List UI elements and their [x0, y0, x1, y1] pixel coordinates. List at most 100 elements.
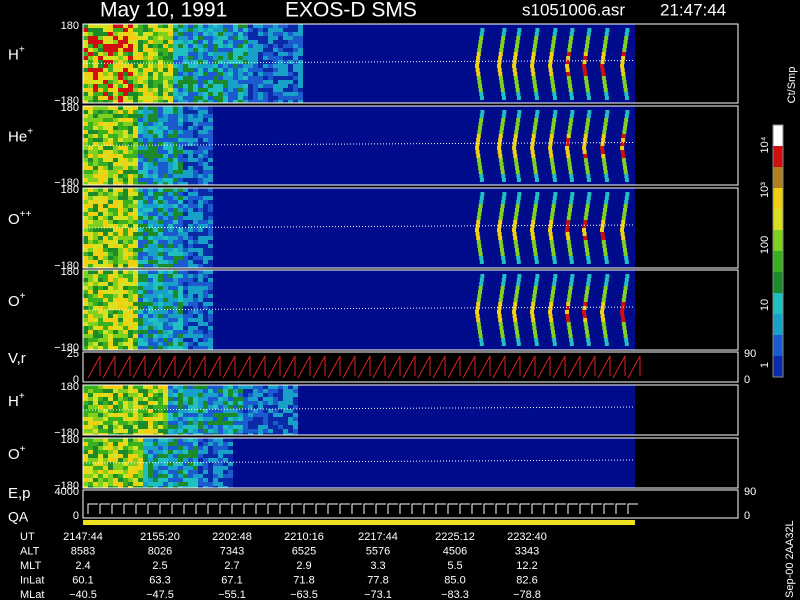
- spectrum-cell: [193, 220, 198, 224]
- spectrum-cell: [158, 322, 163, 326]
- spectrum-cell: [93, 200, 98, 204]
- spectrum-cell: [88, 130, 93, 134]
- spectrum-cell: [163, 200, 168, 204]
- spectrum-cell: [133, 474, 138, 478]
- spectrum-cell: [163, 482, 168, 486]
- spectrum-cell: [108, 138, 113, 142]
- spectrum-cell: [549, 318, 554, 322]
- spectrum-cell: [93, 106, 98, 110]
- spectrum-cell: [138, 413, 143, 417]
- spectrum-cell: [178, 32, 183, 36]
- spectrum-cell: [621, 158, 626, 162]
- spectrum-cell: [153, 298, 158, 302]
- spectrum-cell: [118, 212, 123, 216]
- spectrum-cell: [534, 338, 539, 342]
- spectrum-cell: [198, 310, 203, 314]
- spectrum-cell: [183, 314, 188, 318]
- spectrum-cell: [93, 40, 98, 44]
- spectrum-cell: [123, 425, 128, 429]
- spectrum-cell: [208, 60, 213, 64]
- spectrum-cell: [512, 150, 517, 154]
- spectrum-cell: [138, 192, 143, 196]
- spectrum-cell: [88, 438, 93, 442]
- spectrum-cell: [118, 56, 123, 60]
- spectrum-cell: [148, 385, 153, 389]
- spectrum-cell: [288, 64, 293, 68]
- spectrum-cell: [198, 482, 203, 486]
- spectrum-cell: [128, 397, 133, 401]
- spectrum-cell: [93, 385, 98, 389]
- spectrum-cell: [98, 342, 103, 346]
- spectrum-cell: [223, 478, 228, 482]
- spectrum-cell: [208, 470, 213, 474]
- spectrum-cell: [288, 409, 293, 413]
- spectrum-cell: [193, 417, 198, 421]
- spectrum-cell: [476, 236, 481, 240]
- spectrum-cell: [208, 48, 213, 52]
- spectrum-cell: [153, 60, 158, 64]
- spectrum-cell: [183, 192, 188, 196]
- spectrum-cell: [158, 114, 163, 118]
- spectrum-cell: [298, 24, 303, 28]
- spectrum-cell: [103, 212, 108, 216]
- spectrum-cell: [148, 438, 153, 442]
- spectrum-cell: [158, 454, 163, 458]
- spectrum-cell: [103, 326, 108, 330]
- spectrum-cell: [203, 417, 208, 421]
- spectrum-cell: [587, 110, 592, 114]
- spectrum-cell: [548, 224, 553, 228]
- spectrum-cell: [551, 208, 555, 212]
- spectrum-cell: [188, 425, 193, 429]
- spectrum-cell: [516, 338, 521, 342]
- spectrum-cell: [143, 178, 148, 182]
- spectrum-cell: [108, 346, 113, 350]
- spectrum-cell: [298, 64, 303, 68]
- spectrum-cell: [208, 314, 213, 318]
- spectrum-cell: [98, 224, 103, 228]
- label: O: [8, 293, 20, 310]
- spectrum-cell: [582, 60, 587, 64]
- spectrum-cell: [118, 433, 123, 435]
- spectrum-cell: [88, 204, 93, 208]
- spectrum-cell: [193, 212, 198, 216]
- spectrum-cell: [108, 274, 113, 278]
- spectrum-cell: [243, 60, 248, 64]
- spectrum-cell: [88, 482, 93, 486]
- spectrum-cell: [128, 442, 133, 446]
- spectrum-cell: [253, 60, 258, 64]
- spectrum-cell: [620, 60, 625, 64]
- spectrum-cell: [188, 433, 193, 435]
- spectrum-cell: [148, 208, 153, 212]
- spectrum-cell: [565, 314, 570, 318]
- spectrum-cell: [188, 482, 193, 486]
- spectrum-cell: [173, 260, 178, 264]
- spectrum-cell: [604, 174, 609, 178]
- spectrum-cell: [228, 393, 233, 397]
- spectrum-cell: [203, 208, 208, 212]
- spectrum-cell: [148, 442, 153, 446]
- spectrum-cell: [208, 290, 213, 294]
- spectrum-cell: [605, 110, 610, 114]
- spectrum-cell: [178, 393, 183, 397]
- spectrum-cell: [138, 88, 143, 92]
- spectrum-cell: [163, 322, 168, 326]
- spectrum-cell: [163, 270, 168, 274]
- spectrum-cell: [183, 236, 188, 240]
- spectrum-cell: [103, 216, 108, 220]
- spectrum-cell: [584, 162, 589, 166]
- spectrum-cell: [158, 470, 163, 474]
- spectrum-cell: [278, 393, 283, 397]
- spectrum-cell: [583, 240, 588, 244]
- spectrum-cell: [113, 44, 118, 48]
- spectrum-cell: [178, 454, 183, 458]
- spectrum-cell: [178, 244, 183, 248]
- spectrum-cell: [476, 318, 481, 322]
- spectrum-cell: [98, 170, 103, 174]
- spectrum-cell: [113, 142, 118, 146]
- spectrum-cell: [228, 72, 233, 76]
- spectrum-cell: [138, 474, 143, 478]
- spectrum-cell: [158, 106, 163, 110]
- spectrum-cell: [138, 302, 143, 306]
- spectrum-cell: [514, 212, 519, 216]
- spectrum-cell: [153, 106, 158, 110]
